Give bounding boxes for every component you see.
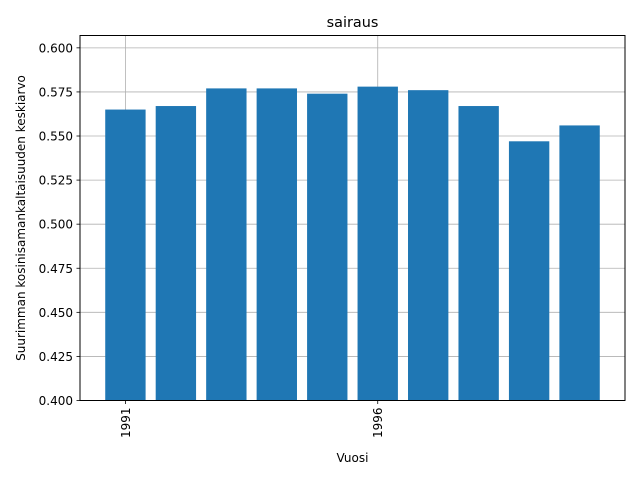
bar [559, 125, 600, 401]
x-axis-label: Vuosi [337, 451, 369, 465]
bar [408, 90, 449, 401]
bar [155, 106, 197, 401]
y-tick-label: 0.400 [39, 394, 73, 408]
chart-title: sairaus [327, 15, 379, 31]
bar [458, 106, 499, 401]
y-tick-label: 0.425 [39, 350, 73, 364]
bar [357, 86, 398, 401]
bar [307, 93, 348, 401]
plot-frame [79, 35, 626, 401]
bar [508, 141, 550, 401]
y-tick-label: 0.550 [39, 130, 73, 144]
bars [105, 86, 600, 401]
bar [105, 109, 146, 401]
bar [256, 88, 297, 401]
y-tick-label: 0.525 [39, 174, 73, 188]
y-tick-label: 0.475 [39, 262, 73, 276]
x-tick-label: 1991 [119, 408, 133, 439]
bar [206, 88, 247, 401]
y-tick-label: 0.450 [39, 306, 73, 320]
y-tick-label: 0.575 [39, 85, 73, 99]
x-tick-label: 1996 [371, 408, 385, 439]
y-axis-label: Suurimman kosinisamankaltaisuuden keskia… [14, 75, 28, 361]
y-tick-label: 0.500 [39, 218, 73, 232]
y-tick-label: 0.600 [39, 41, 73, 55]
y-axis: 0.400 0.425 0.450 0.475 0.500 0.525 0.550 0.575… [39, 41, 80, 408]
x-axis: 1991 1996 [119, 400, 385, 439]
